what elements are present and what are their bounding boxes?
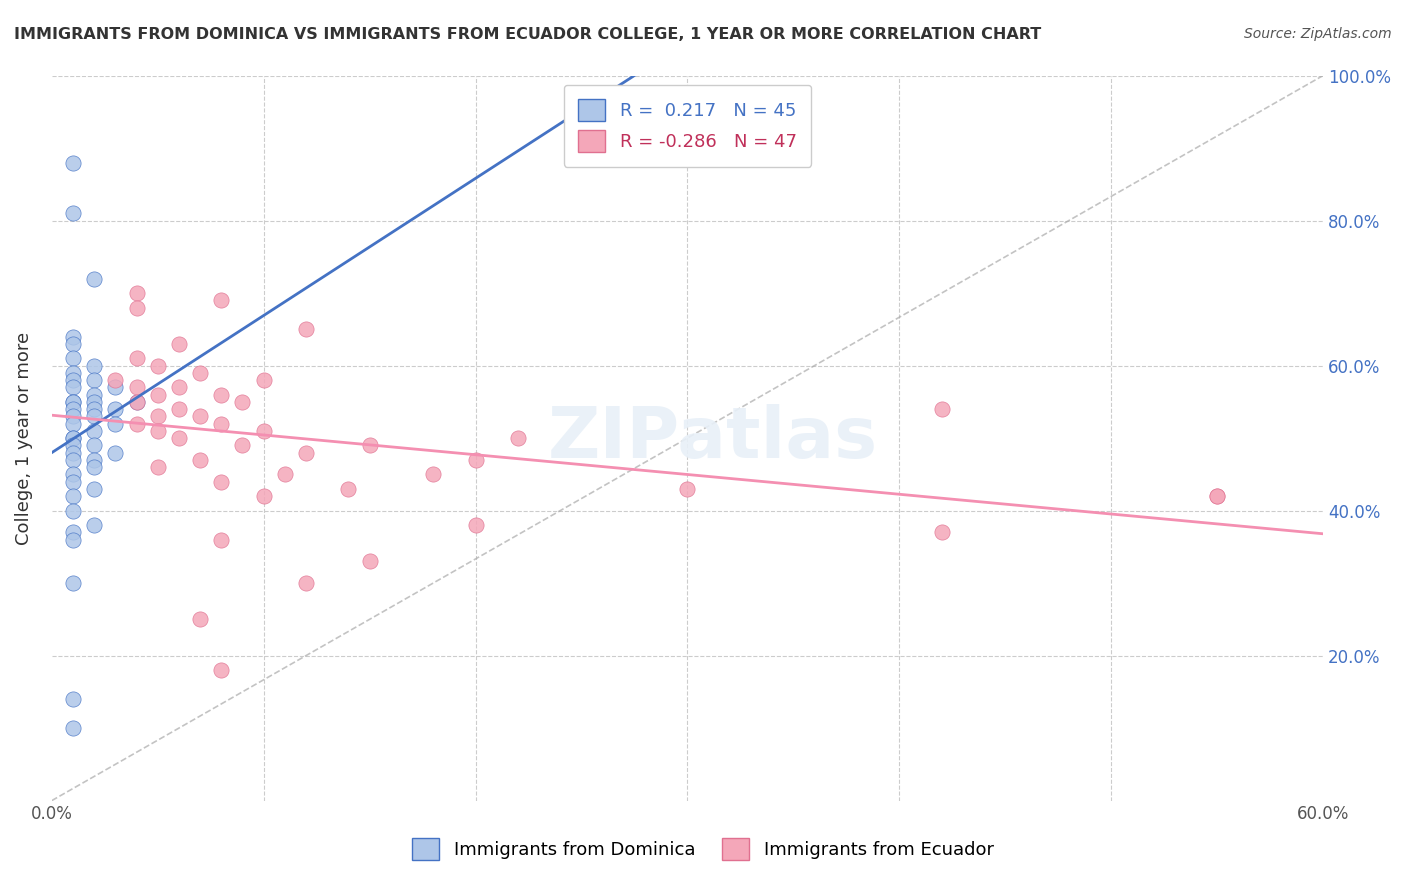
Point [337, 482, 360, 496]
Point [62, 721, 84, 735]
Point [62, 417, 84, 431]
Point [83, 518, 105, 533]
Point [209, 417, 232, 431]
Point [62, 431, 84, 445]
Point [125, 286, 148, 301]
Point [1206, 489, 1229, 503]
Point [62, 373, 84, 387]
Point [104, 402, 127, 417]
Point [83, 402, 105, 417]
Point [62, 489, 84, 503]
Point [167, 402, 190, 417]
Point [146, 424, 169, 438]
Point [253, 489, 276, 503]
Point [506, 431, 529, 445]
Point [62, 402, 84, 417]
Point [188, 452, 211, 467]
Point [253, 424, 276, 438]
Point [104, 373, 127, 387]
Point [422, 467, 444, 482]
Point [83, 271, 105, 285]
Point [125, 380, 148, 394]
Point [83, 387, 105, 401]
Point [125, 351, 148, 366]
Legend: R =  0.217   N = 45, R = -0.286   N = 47: R = 0.217 N = 45, R = -0.286 N = 47 [564, 85, 811, 167]
Point [125, 394, 148, 409]
Point [62, 394, 84, 409]
Point [167, 380, 190, 394]
Point [146, 359, 169, 373]
Point [62, 366, 84, 380]
Point [676, 482, 699, 496]
Point [104, 417, 127, 431]
Point [62, 409, 84, 424]
Point [231, 394, 253, 409]
Point [359, 438, 381, 452]
Point [209, 475, 232, 489]
Point [188, 366, 211, 380]
Point [62, 206, 84, 220]
Point [146, 387, 169, 401]
Point [62, 467, 84, 482]
Point [62, 692, 84, 706]
Text: Source: ZipAtlas.com: Source: ZipAtlas.com [1244, 27, 1392, 41]
Point [167, 336, 190, 351]
Point [83, 394, 105, 409]
Point [83, 359, 105, 373]
Point [295, 576, 318, 591]
Point [359, 554, 381, 568]
Point [146, 409, 169, 424]
Point [125, 301, 148, 315]
Legend: Immigrants from Dominica, Immigrants from Ecuador: Immigrants from Dominica, Immigrants fro… [398, 823, 1008, 874]
Point [209, 663, 232, 677]
Point [62, 533, 84, 547]
Point [167, 431, 190, 445]
Point [62, 336, 84, 351]
Point [62, 394, 84, 409]
Point [104, 445, 127, 459]
Point [1206, 489, 1229, 503]
Point [125, 417, 148, 431]
Point [83, 460, 105, 475]
Point [62, 475, 84, 489]
Point [62, 155, 84, 169]
Point [104, 380, 127, 394]
Point [62, 452, 84, 467]
Point [464, 452, 486, 467]
Point [125, 394, 148, 409]
Point [209, 387, 232, 401]
Point [295, 322, 318, 336]
Point [62, 503, 84, 517]
Point [62, 351, 84, 366]
Point [62, 329, 84, 343]
Point [62, 576, 84, 591]
Point [83, 452, 105, 467]
Point [253, 373, 276, 387]
Point [231, 438, 253, 452]
Point [83, 438, 105, 452]
Point [83, 482, 105, 496]
Point [62, 431, 84, 445]
Point [274, 467, 297, 482]
Point [188, 409, 211, 424]
Point [62, 445, 84, 459]
Point [209, 293, 232, 308]
Point [931, 402, 953, 417]
Point [83, 409, 105, 424]
Point [62, 438, 84, 452]
Point [83, 424, 105, 438]
Y-axis label: College, 1 year or more: College, 1 year or more [15, 332, 32, 545]
Point [295, 445, 318, 459]
Point [62, 380, 84, 394]
Point [931, 525, 953, 540]
Point [464, 518, 486, 533]
Point [62, 525, 84, 540]
Point [188, 612, 211, 626]
Point [83, 373, 105, 387]
Point [209, 533, 232, 547]
Text: IMMIGRANTS FROM DOMINICA VS IMMIGRANTS FROM ECUADOR COLLEGE, 1 YEAR OR MORE CORR: IMMIGRANTS FROM DOMINICA VS IMMIGRANTS F… [14, 27, 1042, 42]
Point [146, 460, 169, 475]
Text: ZIPatlas: ZIPatlas [548, 403, 877, 473]
